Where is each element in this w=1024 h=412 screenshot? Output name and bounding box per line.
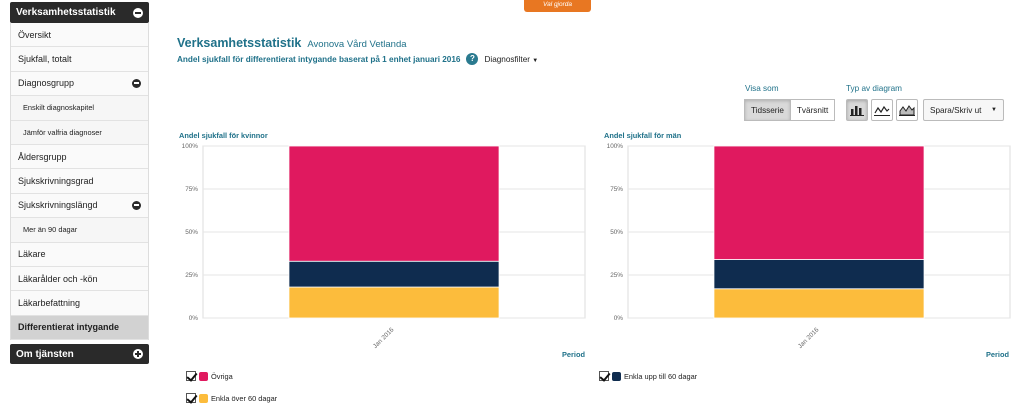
bar-segment[interactable] bbox=[713, 145, 925, 260]
sidebar-item-label: Sjukskrivningslängd bbox=[18, 200, 98, 211]
bar-chart-icon bbox=[850, 106, 864, 116]
x-tick-label: Jan 2016 bbox=[372, 326, 396, 350]
sidebar-item-label: Enskilt diagnoskapitel bbox=[23, 103, 95, 113]
legend-item-ovriga[interactable]: Övriga bbox=[186, 371, 233, 381]
sidebar-item-label: Sjukfall, totalt bbox=[18, 54, 72, 65]
bar-segment[interactable] bbox=[288, 260, 500, 288]
sidebar-item[interactable]: Enskilt diagnoskapitel bbox=[11, 96, 148, 121]
legend-label: Enkla upp till 60 dagar bbox=[624, 371, 698, 381]
y-tick-label: 50% bbox=[185, 229, 198, 236]
expand-icon[interactable] bbox=[133, 349, 143, 360]
chart-men-title: Andel sjukfall för män bbox=[604, 131, 682, 140]
sidebar-item[interactable]: Sjukskrivningsgrad bbox=[11, 169, 148, 194]
sidebar-item-label: Läkarålder och -kön bbox=[18, 273, 98, 284]
sidebar-item-label: Jämför valfria diagnoser bbox=[23, 127, 102, 137]
legend-label: Enkla över 60 dagar bbox=[211, 393, 278, 403]
view-as-label: Visa som bbox=[745, 84, 779, 93]
legend-checkbox[interactable] bbox=[599, 371, 609, 381]
bar-segment[interactable] bbox=[713, 288, 925, 319]
collapse-icon[interactable] bbox=[132, 78, 141, 88]
sidebar-item[interactable]: Läkarbefattning bbox=[11, 291, 148, 316]
view-tvarsnitt-button[interactable]: Tvärsnitt bbox=[790, 99, 836, 121]
sidebar: Verksamhetsstatistik Översikt Sjukfall, t… bbox=[10, 2, 149, 365]
sidebar-item[interactable]: Differentierat intygande bbox=[11, 315, 148, 341]
sidebar-item[interactable]: Sjukfall, totalt bbox=[11, 47, 148, 72]
sidebar-item[interactable]: Jämför valfria diagnoser bbox=[11, 120, 148, 145]
sidebar-item-label: Differentierat intygande bbox=[18, 322, 120, 333]
sidebar-item[interactable]: Översikt bbox=[11, 23, 148, 48]
y-tick-label: 100% bbox=[607, 143, 624, 150]
sidebar-item-label: Översikt bbox=[18, 29, 52, 40]
legend-swatch bbox=[199, 393, 208, 403]
x-tick-label: Jan 2016 bbox=[797, 326, 821, 350]
y-tick-label: 0% bbox=[614, 315, 624, 322]
sidebar-header[interactable]: Verksamhetsstatistik bbox=[10, 2, 149, 23]
y-tick-label: 25% bbox=[610, 272, 623, 279]
chart-men: 0% 25% 50% 75% 100% Jan 2016 bbox=[607, 143, 1011, 350]
legend-item-enkla-upp-60[interactable]: Enkla upp till 60 dagar bbox=[599, 371, 697, 381]
sidebar-footer[interactable]: Om tjänsten bbox=[10, 344, 149, 365]
sidebar-item-label: Läkarbefattning bbox=[18, 297, 81, 308]
chart-type-buttons bbox=[846, 99, 918, 121]
bar-segment[interactable] bbox=[713, 259, 925, 290]
title-row: Verksamhetsstatistik Avonova Vård Vetlan… bbox=[177, 36, 407, 50]
page-subtitle: Andel sjukfall för differentierat intyga… bbox=[177, 54, 461, 64]
collapse-icon[interactable] bbox=[132, 200, 141, 210]
sidebar-item-label: Åldersgrupp bbox=[18, 151, 67, 162]
collapse-icon[interactable] bbox=[133, 7, 143, 18]
sidebar-item-label: Läkare bbox=[18, 249, 46, 260]
chart-women-xlabel: Period bbox=[562, 350, 585, 359]
y-tick-label: 50% bbox=[610, 229, 623, 236]
caret-down-icon: ▼ bbox=[532, 57, 539, 64]
sidebar-item[interactable]: Mer än 90 dagar bbox=[11, 218, 148, 243]
sidebar-item-label: Diagnosgrupp bbox=[18, 78, 75, 89]
area-chart-button[interactable] bbox=[896, 99, 918, 121]
sidebar-item[interactable]: Läkare bbox=[11, 242, 148, 267]
chart-men-xlabel: Period bbox=[986, 350, 1009, 359]
chart-women: 0% 25% 50% 75% 100% Jan 2016 bbox=[182, 143, 586, 350]
y-tick-label: 25% bbox=[185, 272, 198, 279]
sidebar-header-label: Verksamhetsstatistik bbox=[16, 7, 116, 18]
sidebar-item[interactable]: Sjukskrivningslängd bbox=[11, 193, 148, 219]
y-tick-label: 75% bbox=[185, 186, 198, 193]
bar-segment[interactable] bbox=[288, 286, 500, 319]
view-tidsserie-button[interactable]: Tidsserie bbox=[744, 99, 791, 121]
line-chart-icon bbox=[874, 105, 890, 116]
sidebar-footer-label: Om tjänsten bbox=[16, 348, 74, 360]
sidebar-menu: Översikt Sjukfall, totalt Diagnosgrupp Ensk… bbox=[10, 23, 149, 341]
unit-name: Avonova Vård Vetlanda bbox=[307, 39, 407, 50]
sidebar-item-label: Sjukskrivningsgrad bbox=[18, 176, 94, 187]
bar-chart-button[interactable] bbox=[846, 99, 868, 121]
line-chart-button[interactable] bbox=[871, 99, 893, 121]
sidebar-item-label: Mer än 90 dagar bbox=[23, 225, 78, 235]
help-icon[interactable]: ? bbox=[466, 53, 479, 65]
sidebar-item[interactable]: Åldersgrupp bbox=[11, 144, 148, 170]
bar-segment[interactable] bbox=[288, 145, 500, 262]
sidebar-item[interactable]: Diagnosgrupp bbox=[11, 71, 148, 97]
legend-swatch bbox=[612, 371, 621, 381]
legend-checkbox[interactable] bbox=[186, 393, 196, 403]
subtitle-row: Andel sjukfall för differentierat intyga… bbox=[177, 53, 538, 65]
legend-swatch bbox=[199, 371, 208, 381]
legend-label: Övriga bbox=[211, 371, 233, 381]
area-chart-icon bbox=[899, 105, 915, 116]
val-gjorda-button[interactable]: Val gjorda bbox=[524, 0, 591, 12]
y-tick-label: 0% bbox=[189, 315, 199, 322]
view-toggle: Tidsserie Tvärsnitt bbox=[744, 99, 836, 121]
diagnosis-filter-label: Diagnosfilter bbox=[484, 54, 530, 64]
legend-checkbox[interactable] bbox=[186, 371, 196, 381]
chart-women-title: Andel sjukfall för kvinnor bbox=[179, 131, 268, 140]
page-title: Verksamhetsstatistik bbox=[177, 36, 302, 50]
chart-type-label: Typ av diagram bbox=[846, 84, 902, 93]
sidebar-item[interactable]: Läkarålder och -kön bbox=[11, 266, 148, 292]
save-print-label: Spara/Skriv ut bbox=[930, 105, 982, 115]
y-tick-label: 100% bbox=[182, 143, 199, 150]
diagnosis-filter-toggle[interactable]: Diagnosfilter ▼ bbox=[484, 55, 538, 64]
save-print-dropdown[interactable]: Spara/Skriv ut ▼ bbox=[923, 99, 1004, 121]
y-tick-label: 75% bbox=[610, 186, 623, 193]
caret-down-icon: ▼ bbox=[991, 107, 997, 113]
legend-item-enkla-over-60[interactable]: Enkla över 60 dagar bbox=[186, 393, 277, 403]
